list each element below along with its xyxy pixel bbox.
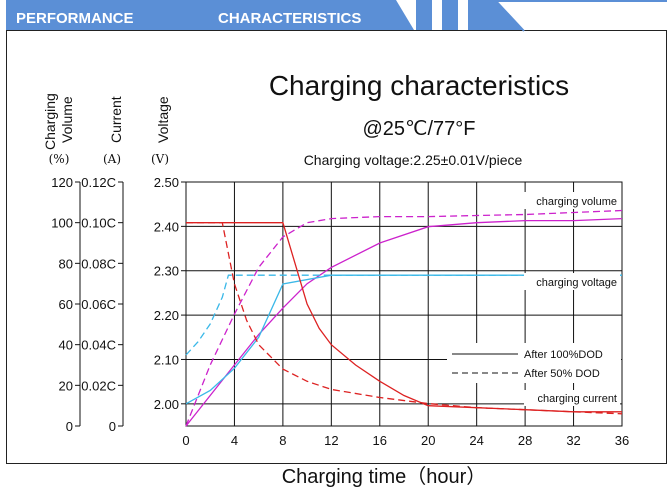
legend: After 100%DOD After 50% DOD [447,343,621,383]
y-tick-label-volume: 40 [59,338,73,353]
y-tick-label-volume: 80 [59,256,73,271]
y-tick-label-current: 0.04C [81,338,116,353]
y-tick-label-current: 0.08C [81,256,116,271]
x-tick-label: 32 [566,433,580,448]
header-label-left: PERFORMANCE [16,10,134,27]
x-axis-title: Charging time（hour） [282,465,487,488]
x-tick-label: 8 [279,433,286,448]
x-tick-label: 0 [182,433,189,448]
y-tick-label-volume: 100 [51,216,73,231]
y-axis-title-volume-line2: Volume [59,96,75,143]
header-diagonal [495,0,525,32]
y-axis-unit-volume: (%) [49,152,70,166]
series-voltage-100dod [185,274,622,405]
header-banner: PERFORMANCE CHARACTERISTICS [6,0,667,32]
chart-title: Charging characteristics [269,70,569,101]
legend-bg [447,343,621,383]
y-tick-label-volume: 0 [66,419,73,434]
y-axes: 0 20 40 60 80 100 120 0 0.02C 0.04C 0.06C 0.08C 0.10… [51,175,186,434]
y-axis-title-current: Current [108,96,124,143]
header-rule [492,0,667,2]
x-tick-label: 4 [231,433,238,448]
curve-label-volume: charging volume [536,196,617,208]
chart-subtitle: @25℃/77°F [362,118,475,140]
header-stripe-2 [442,0,458,30]
legend-label-100dod: After 100%DOD [524,349,603,361]
y-tick-label-volume: 20 [59,378,73,393]
y-tick-label-current: 0.10C [81,216,116,231]
y-tick-label-voltage: 2.40 [154,219,179,234]
plot-grid [185,181,623,427]
series-current-100dod [186,222,622,413]
y-tick-label-voltage: 2.20 [154,308,179,323]
y-tick-label-voltage: 2.50 [154,175,179,190]
legend-label-50dod: After 50% DOD [524,368,600,380]
y-tick-label-voltage: 2.10 [154,352,179,367]
header-stripe-1 [416,0,432,30]
curve-label-volume-bg [524,192,620,209]
y-tick-label-current: 0.06C [81,297,116,312]
series-volume-50dod [185,209,623,427]
curve-label-voltage-bg [524,273,620,290]
curve-label-current-bg [524,390,620,406]
curve-label-voltage: charging voltage [536,277,617,289]
y-axis-title-volume-line1: Charging [42,93,58,150]
x-tick-label: 16 [373,433,387,448]
x-tick-label: 28 [518,433,532,448]
y-tick-label-current: 0.12C [81,175,116,190]
y-axis-unit-current: (A) [103,152,121,166]
x-tick-labels: 0 4 8 12 16 20 24 28 32 36 [182,433,629,448]
header-stripe-3 [468,0,522,30]
x-tick-label: 12 [324,433,338,448]
plot-border [185,181,623,427]
x-tick-label: 36 [615,433,629,448]
y-tick-label-volume: 120 [51,175,73,190]
x-tick-label: 24 [469,433,483,448]
x-tick-label: 20 [421,433,435,448]
series-volume-100dod [185,217,623,427]
y-tick-label-voltage: 2.30 [154,264,179,279]
header-label-right: CHARACTERISTICS [218,10,361,27]
header-band [6,0,414,30]
y-axis-unit-voltage: (V) [151,152,169,166]
curve-label-current: charging current [538,393,618,405]
series-current-50dod [186,222,623,415]
y-tick-label-current: 0 [109,419,116,434]
y-tick-label-voltage: 2.00 [154,397,179,412]
y-axis-title-voltage: Voltage [155,96,171,143]
y-tick-label-current: 0.02C [81,378,116,393]
y-tick-label-volume: 60 [59,297,73,312]
series-lines [185,209,623,427]
charging-voltage-note: Charging voltage:2.25±0.01V/piece [304,152,523,168]
